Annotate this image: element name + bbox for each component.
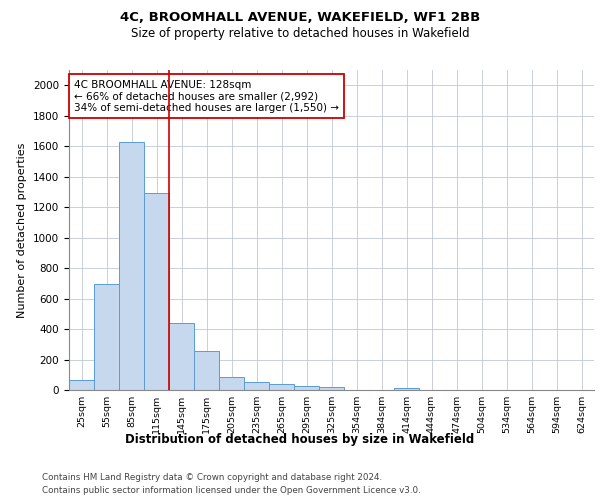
Bar xyxy=(319,388,344,390)
Bar xyxy=(294,386,319,390)
Text: Contains public sector information licensed under the Open Government Licence v3: Contains public sector information licen… xyxy=(42,486,421,495)
Text: Distribution of detached houses by size in Wakefield: Distribution of detached houses by size … xyxy=(125,432,475,446)
Bar xyxy=(119,142,144,390)
Bar xyxy=(219,376,244,390)
Text: Size of property relative to detached houses in Wakefield: Size of property relative to detached ho… xyxy=(131,28,469,40)
Bar xyxy=(244,382,269,390)
Text: 4C BROOMHALL AVENUE: 128sqm
← 66% of detached houses are smaller (2,992)
34% of : 4C BROOMHALL AVENUE: 128sqm ← 66% of det… xyxy=(74,80,339,113)
Bar xyxy=(144,194,169,390)
Text: 4C, BROOMHALL AVENUE, WAKEFIELD, WF1 2BB: 4C, BROOMHALL AVENUE, WAKEFIELD, WF1 2BB xyxy=(120,11,480,24)
Bar xyxy=(169,323,194,390)
Bar xyxy=(94,284,119,390)
Y-axis label: Number of detached properties: Number of detached properties xyxy=(17,142,28,318)
Bar xyxy=(194,351,219,390)
Text: Contains HM Land Registry data © Crown copyright and database right 2024.: Contains HM Land Registry data © Crown c… xyxy=(42,472,382,482)
Bar xyxy=(269,384,294,390)
Bar xyxy=(69,380,94,390)
Bar xyxy=(394,388,419,390)
